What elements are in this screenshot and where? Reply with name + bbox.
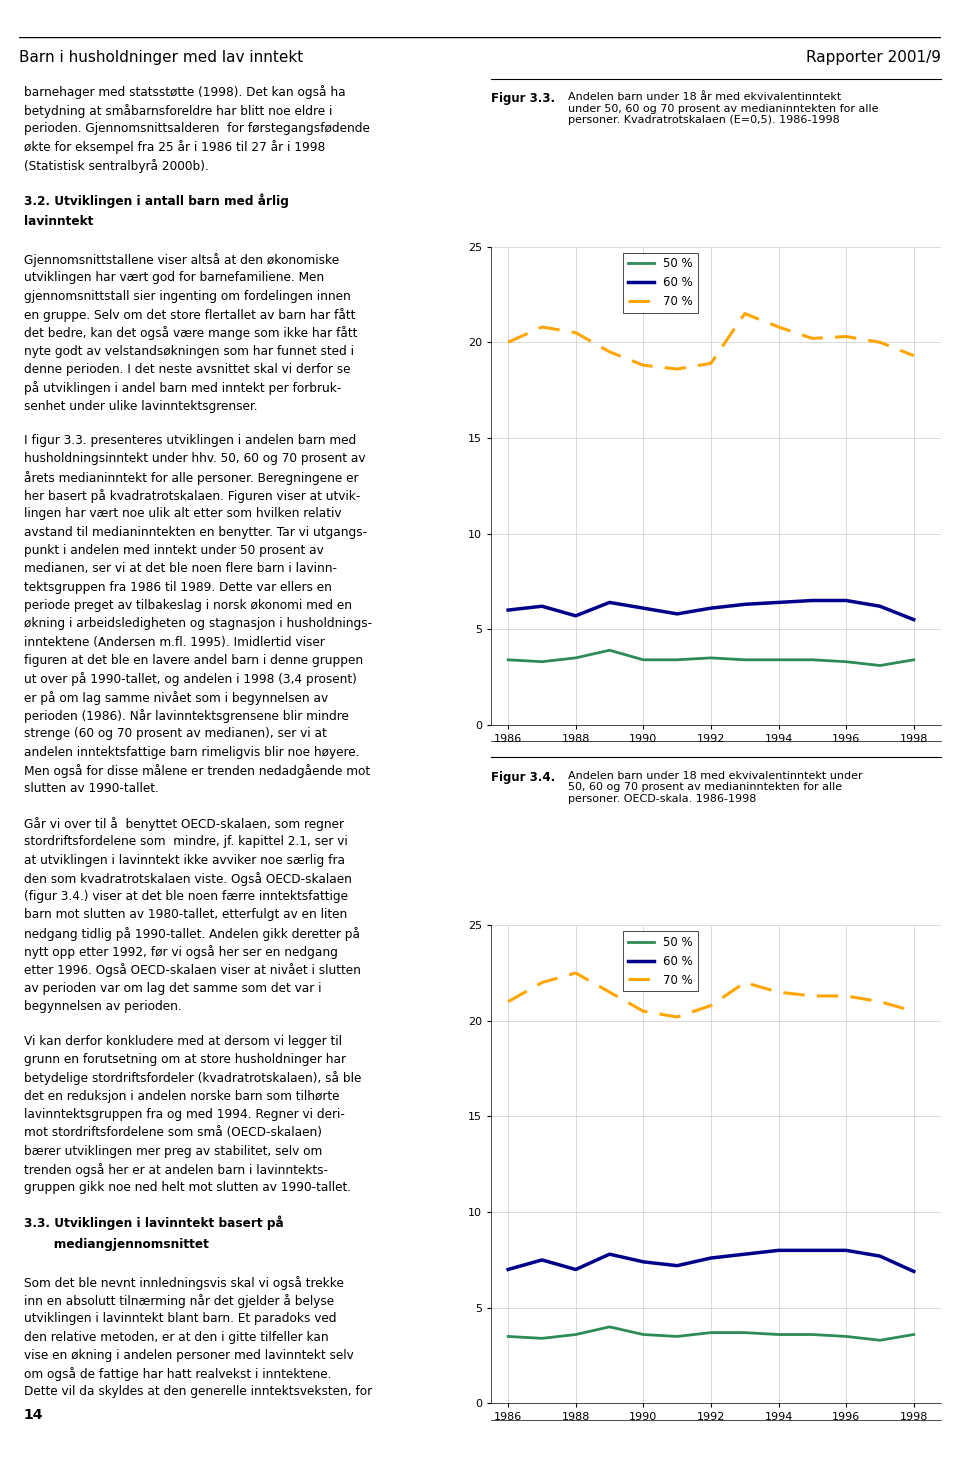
Text: Men også for disse målene er trenden nedadgående mot: Men også for disse målene er trenden ned…: [24, 763, 370, 778]
Text: mediangjennomsnittet: mediangjennomsnittet: [24, 1238, 208, 1251]
Text: inn en absolutt tilnærming når det gjelder å belyse: inn en absolutt tilnærming når det gjeld…: [24, 1294, 334, 1308]
Text: begynnelsen av perioden.: begynnelsen av perioden.: [24, 1001, 181, 1014]
Text: figuren at det ble en lavere andel barn i denne gruppen: figuren at det ble en lavere andel barn …: [24, 653, 363, 667]
Text: lavinntekt: lavinntekt: [24, 215, 93, 229]
Text: en gruppe. Selv om det store flertallet av barn har fått: en gruppe. Selv om det store flertallet …: [24, 308, 355, 322]
Text: Vi kan derfor konkludere med at dersom vi legger til: Vi kan derfor konkludere med at dersom v…: [24, 1034, 342, 1047]
Text: nytt opp etter 1992, før vi også her ser en nedgang: nytt opp etter 1992, før vi også her ser…: [24, 945, 338, 960]
Text: periode preget av tilbakeslag i norsk økonomi med en: periode preget av tilbakeslag i norsk øk…: [24, 599, 351, 612]
Text: nyte godt av velstandsøkningen som har funnet sted i: nyte godt av velstandsøkningen som har f…: [24, 344, 353, 357]
Text: inntektene (Andersen m.fl. 1995). Imidlertid viser: inntektene (Andersen m.fl. 1995). Imidle…: [24, 636, 324, 649]
Text: denne perioden. I det neste avsnittet skal vi derfor se: denne perioden. I det neste avsnittet sk…: [24, 363, 350, 377]
Text: Gjennomsnittstallene viser altså at den økonomiske: Gjennomsnittstallene viser altså at den …: [24, 253, 339, 267]
Text: årets medianinntekt for alle personer. Beregningene er: årets medianinntekt for alle personer. B…: [24, 470, 358, 485]
Text: avstand til medianinntekten en benytter. Tar vi utgangs-: avstand til medianinntekten en benytter.…: [24, 526, 367, 539]
Text: er på om lag samme nivået som i begynnelsen av: er på om lag samme nivået som i begynnel…: [24, 690, 327, 705]
Text: stordriftsfordelene som  mindre, jf. kapittel 2.1, ser vi: stordriftsfordelene som mindre, jf. kapi…: [24, 835, 348, 848]
Text: her basert på kvadratrotskalaen. Figuren viser at utvik-: her basert på kvadratrotskalaen. Figuren…: [24, 489, 360, 502]
Text: slutten av 1990-tallet.: slutten av 1990-tallet.: [24, 782, 158, 795]
Text: trenden også her er at andelen barn i lavinntekts-: trenden også her er at andelen barn i la…: [24, 1163, 327, 1176]
Text: av perioden var om lag det samme som det var i: av perioden var om lag det samme som det…: [24, 982, 322, 995]
Text: Figur 3.4.: Figur 3.4.: [492, 771, 556, 784]
Text: betydelige stordriftsfordeler (kvadratrotskalaen), så ble: betydelige stordriftsfordeler (kvadratro…: [24, 1071, 361, 1086]
Text: betydning at småbarnsforeldre har blitt noe eldre i: betydning at småbarnsforeldre har blitt …: [24, 104, 332, 117]
Text: at utviklingen i lavinntekt ikke avviker noe særlig fra: at utviklingen i lavinntekt ikke avviker…: [24, 854, 345, 866]
Text: den som kvadratrotskalaen viste. Også OECD-skalaen: den som kvadratrotskalaen viste. Også OE…: [24, 872, 351, 886]
Text: det bedre, kan det også være mange som ikke har fått: det bedre, kan det også være mange som i…: [24, 327, 357, 340]
Text: 14: 14: [24, 1408, 43, 1423]
Text: Går vi over til å  benyttet OECD-skalaen, som regner: Går vi over til å benyttet OECD-skalaen,…: [24, 817, 344, 831]
Text: punkt i andelen med inntekt under 50 prosent av: punkt i andelen med inntekt under 50 pro…: [24, 544, 324, 557]
Text: Andelen barn under 18 med ekvivalentinntekt under
50, 60 og 70 prosent av median: Andelen barn under 18 med ekvivalentinnt…: [567, 771, 862, 804]
Text: I figur 3.3. presenteres utviklingen i andelen barn med: I figur 3.3. presenteres utviklingen i a…: [24, 434, 356, 447]
Text: lingen har vært noe ulik alt etter som hvilken relativ: lingen har vært noe ulik alt etter som h…: [24, 507, 341, 520]
Text: mot stordriftsfordelene som små (OECD-skalaen): mot stordriftsfordelene som små (OECD-sk…: [24, 1127, 322, 1140]
Text: senhet under ulike lavinntektsgrenser.: senhet under ulike lavinntektsgrenser.: [24, 400, 257, 413]
Text: (Statistisk sentralbyrå 2000b).: (Statistisk sentralbyrå 2000b).: [24, 158, 208, 173]
Text: barnehager med statsstøtte (1998). Det kan også ha: barnehager med statsstøtte (1998). Det k…: [24, 85, 346, 100]
Text: økning i arbeidsledigheten og stagnasjon i husholdnings-: økning i arbeidsledigheten og stagnasjon…: [24, 617, 372, 630]
Legend: 50 %, 60 %, 70 %: 50 %, 60 %, 70 %: [623, 932, 698, 992]
Text: utviklingen i lavinntekt blant barn. Et paradoks ved: utviklingen i lavinntekt blant barn. Et …: [24, 1313, 336, 1326]
Text: ut over på 1990-tallet, og andelen i 1998 (3,4 prosent): ut over på 1990-tallet, og andelen i 199…: [24, 672, 356, 686]
Text: strenge (60 og 70 prosent av medianen), ser vi at: strenge (60 og 70 prosent av medianen), …: [24, 727, 326, 740]
Text: Andelen barn under 18 år med ekvivalentinntekt
under 50, 60 og 70 prosent av med: Andelen barn under 18 år med ekvivalenti…: [567, 92, 878, 125]
Text: Barn i husholdninger med lav inntekt: Barn i husholdninger med lav inntekt: [19, 50, 303, 64]
Text: Dette vil da skyldes at den generelle inntektsveksten, for: Dette vil da skyldes at den generelle in…: [24, 1386, 372, 1399]
Text: tektsgruppen fra 1986 til 1989. Dette var ellers en: tektsgruppen fra 1986 til 1989. Dette va…: [24, 580, 331, 593]
Text: det en reduksjon i andelen norske barn som tilhørte: det en reduksjon i andelen norske barn s…: [24, 1090, 339, 1103]
Text: nedgang tidlig på 1990-tallet. Andelen gikk deretter på: nedgang tidlig på 1990-tallet. Andelen g…: [24, 927, 360, 941]
Text: utviklingen har vært god for barnefamiliene. Men: utviklingen har vært god for barnefamili…: [24, 271, 324, 284]
Text: husholdningsinntekt under hhv. 50, 60 og 70 prosent av: husholdningsinntekt under hhv. 50, 60 og…: [24, 453, 365, 466]
Text: grunn en forutsetning om at store husholdninger har: grunn en forutsetning om at store hushol…: [24, 1053, 346, 1067]
Text: den relative metoden, er at den i gitte tilfeller kan: den relative metoden, er at den i gitte …: [24, 1330, 328, 1343]
Text: 3.2. Utviklingen i antall barn med årlig: 3.2. Utviklingen i antall barn med årlig: [24, 193, 289, 208]
Text: perioden. Gjennomsnittsalderen  for førstegangsfødende: perioden. Gjennomsnittsalderen for først…: [24, 122, 370, 135]
Text: andelen inntektsfattige barn rimeligvis blir noe høyere.: andelen inntektsfattige barn rimeligvis …: [24, 746, 359, 759]
Text: Figur 3.3.: Figur 3.3.: [492, 92, 556, 105]
Text: Som det ble nevnt innledningsvis skal vi også trekke: Som det ble nevnt innledningsvis skal vi…: [24, 1276, 344, 1289]
Text: om også de fattige har hatt realvekst i inntektene.: om også de fattige har hatt realvekst i …: [24, 1367, 331, 1381]
Text: Rapporter 2001/9: Rapporter 2001/9: [805, 50, 941, 64]
Legend: 50 %, 60 %, 70 %: 50 %, 60 %, 70 %: [623, 252, 698, 312]
Text: bærer utviklingen mer preg av stabilitet, selv om: bærer utviklingen mer preg av stabilitet…: [24, 1144, 322, 1157]
Text: 3.3. Utviklingen i lavinntekt basert på: 3.3. Utviklingen i lavinntekt basert på: [24, 1216, 283, 1231]
Text: lavinntektsgruppen fra og med 1994. Regner vi deri-: lavinntektsgruppen fra og med 1994. Regn…: [24, 1108, 345, 1121]
Text: perioden (1986). Når lavinntektsgrensene blir mindre: perioden (1986). Når lavinntektsgrensene…: [24, 709, 348, 722]
Text: medianen, ser vi at det ble noen flere barn i lavinn-: medianen, ser vi at det ble noen flere b…: [24, 563, 337, 576]
Text: på utviklingen i andel barn med inntekt per forbruk-: på utviklingen i andel barn med inntekt …: [24, 381, 341, 396]
Text: barn mot slutten av 1980-tallet, etterfulgt av en liten: barn mot slutten av 1980-tallet, etterfu…: [24, 908, 347, 921]
Text: økte for eksempel fra 25 år i 1986 til 27 år i 1998: økte for eksempel fra 25 år i 1986 til 2…: [24, 141, 324, 154]
Text: (figur 3.4.) viser at det ble noen færre inntektsfattige: (figur 3.4.) viser at det ble noen færre…: [24, 891, 348, 902]
Text: etter 1996. Også OECD-skalaen viser at nivået i slutten: etter 1996. Også OECD-skalaen viser at n…: [24, 964, 361, 977]
Text: vise en økning i andelen personer med lavinntekt selv: vise en økning i andelen personer med la…: [24, 1349, 353, 1362]
Text: gruppen gikk noe ned helt mot slutten av 1990-tallet.: gruppen gikk noe ned helt mot slutten av…: [24, 1181, 350, 1194]
Text: gjennomsnittstall sier ingenting om fordelingen innen: gjennomsnittstall sier ingenting om ford…: [24, 290, 350, 303]
